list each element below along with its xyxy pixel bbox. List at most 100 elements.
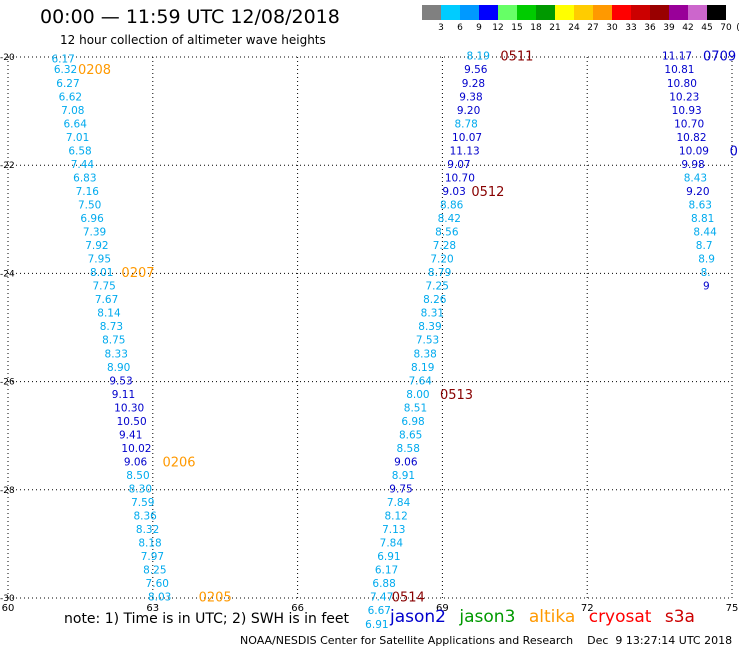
pass-time-label: 0709 [703, 50, 736, 65]
swh-value: 8.30 [129, 484, 152, 496]
x-tick-label: 69 [436, 603, 449, 614]
swh-value: 10.70 [674, 118, 704, 130]
swh-value: 8.14 [97, 308, 121, 320]
credit-line: NOAA/NESDIS Center for Satellite Applica… [240, 634, 733, 647]
swh-value: 9.07 [447, 159, 470, 171]
swh-value: 8.65 [399, 429, 422, 441]
colorbar-label: 12 [492, 23, 504, 33]
swh-value: 8.86 [440, 199, 464, 211]
pass-time-label: 0511 [500, 50, 533, 65]
swh-value: 8. [701, 267, 711, 279]
swh-value: 7.84 [380, 538, 404, 550]
swh-value: 6.64 [64, 118, 88, 130]
colorbar-swatch [498, 5, 517, 20]
swh-value: 7.60 [146, 578, 169, 590]
swh-value: 7.13 [382, 524, 405, 536]
colorbar-label: 18 [530, 23, 542, 33]
swh-value: 8.91 [392, 470, 415, 482]
swh-value: 10.30 [114, 402, 144, 414]
swh-value: 7.92 [85, 240, 108, 252]
x-tick-label: 75 [726, 603, 739, 614]
swh-value: 10.02 [121, 443, 151, 455]
colorbar-label: 33 [625, 23, 637, 33]
swh-value: 7.59 [131, 497, 154, 509]
x-tick-label: 72 [581, 603, 594, 614]
colorbar-swatch [441, 5, 460, 20]
swh-value: 8.38 [413, 348, 436, 360]
swh-value: 9.20 [457, 105, 480, 117]
swh-value: 6.98 [401, 416, 424, 428]
swh-value: 10.07 [452, 132, 482, 144]
chart-subtitle: 12 hour collection of altimeter wave hei… [60, 33, 326, 47]
y-tick-label: -20 [0, 53, 15, 63]
swh-value: 7.97 [141, 551, 164, 563]
colorbar-swatch [650, 5, 669, 20]
swh-value: 9.75 [389, 484, 412, 496]
swh-value: 8.19 [467, 51, 490, 63]
satellite-jason3: jason3 [459, 607, 516, 627]
swh-value: 9.06 [394, 456, 418, 468]
swh-value: 7.67 [95, 294, 118, 306]
pass-time-label: 0513 [440, 388, 473, 403]
colorbar-label: 6 [457, 23, 463, 33]
swh-value: 8.25 [143, 565, 166, 577]
swh-value: 7.50 [78, 199, 101, 211]
swh-value: 9.98 [681, 159, 704, 171]
swh-value: 9.53 [109, 375, 132, 387]
swh-value: 8.19 [411, 362, 434, 374]
swh-value: 6.58 [68, 145, 91, 157]
swh-value: 8.78 [454, 118, 477, 130]
swh-value: 7.25 [426, 281, 449, 293]
colorbar-swatch [631, 5, 650, 20]
satellite-s3a: s3a [664, 607, 695, 627]
swh-value: 7.53 [416, 335, 439, 347]
y-tick-label: -24 [0, 269, 15, 279]
swh-value: 7.47 [370, 592, 393, 604]
colorbar-label: 27 [587, 23, 599, 33]
swh-value: 8.9 [698, 254, 715, 266]
swh-value: 8.79 [428, 267, 451, 279]
swh-value: 10.82 [676, 132, 706, 144]
swh-value: 6.62 [59, 91, 82, 103]
swh-value: 8.50 [126, 470, 149, 482]
swh-value: 11.17 [662, 51, 692, 63]
colorbar-swatch [460, 5, 479, 20]
swh-value: 9.11 [112, 389, 135, 401]
swh-value: 9.03 [442, 186, 465, 198]
swh-value: 7.08 [61, 105, 84, 117]
swh-value: 8.7 [696, 240, 713, 252]
swh-value: 7.01 [66, 132, 89, 144]
swh-value: 6.88 [372, 578, 395, 590]
swh-value: 6.91 [377, 551, 400, 563]
swh-value: 8.81 [691, 213, 714, 225]
colorbar-label: 70 [720, 23, 732, 33]
pass-time-label: 0 [730, 144, 738, 159]
colorbar-label: 45 [701, 23, 713, 33]
swh-value: 8.00 [406, 389, 429, 401]
swh-value: 8.36 [133, 511, 157, 523]
colorbar-label: 36 [644, 23, 656, 33]
colorbar-swatch [536, 5, 555, 20]
colorbar-swatch [612, 5, 631, 20]
swh-value: 7.39 [83, 227, 106, 239]
colorbar-label: 42 [682, 23, 694, 33]
swh-value: 7.16 [76, 186, 100, 198]
swh-value: 10.81 [664, 64, 694, 76]
colorbar-swatch [574, 5, 593, 20]
swh-value: 8.12 [384, 511, 407, 523]
y-tick-label: -26 [0, 378, 15, 388]
swh-value: 9.56 [464, 64, 488, 76]
swh-value: 8.63 [689, 199, 712, 211]
swh-value: 6.67 [368, 605, 391, 617]
swh-value: 8.39 [418, 321, 441, 333]
swh-value: 8.73 [100, 321, 123, 333]
swh-value: 6.17 [375, 565, 398, 577]
satellite-cryosat: cryosat [588, 607, 652, 627]
swh-value: 8.33 [105, 348, 128, 360]
swh-value: 8.42 [438, 213, 461, 225]
pass-time-label: 0512 [471, 185, 504, 200]
satellite-legend: jason2 jason3 altika cryosat s3a [390, 607, 703, 627]
colorbar-label: 9 [476, 23, 482, 33]
colorbar-label: 21 [549, 23, 561, 33]
swh-value: 10.50 [117, 416, 147, 428]
